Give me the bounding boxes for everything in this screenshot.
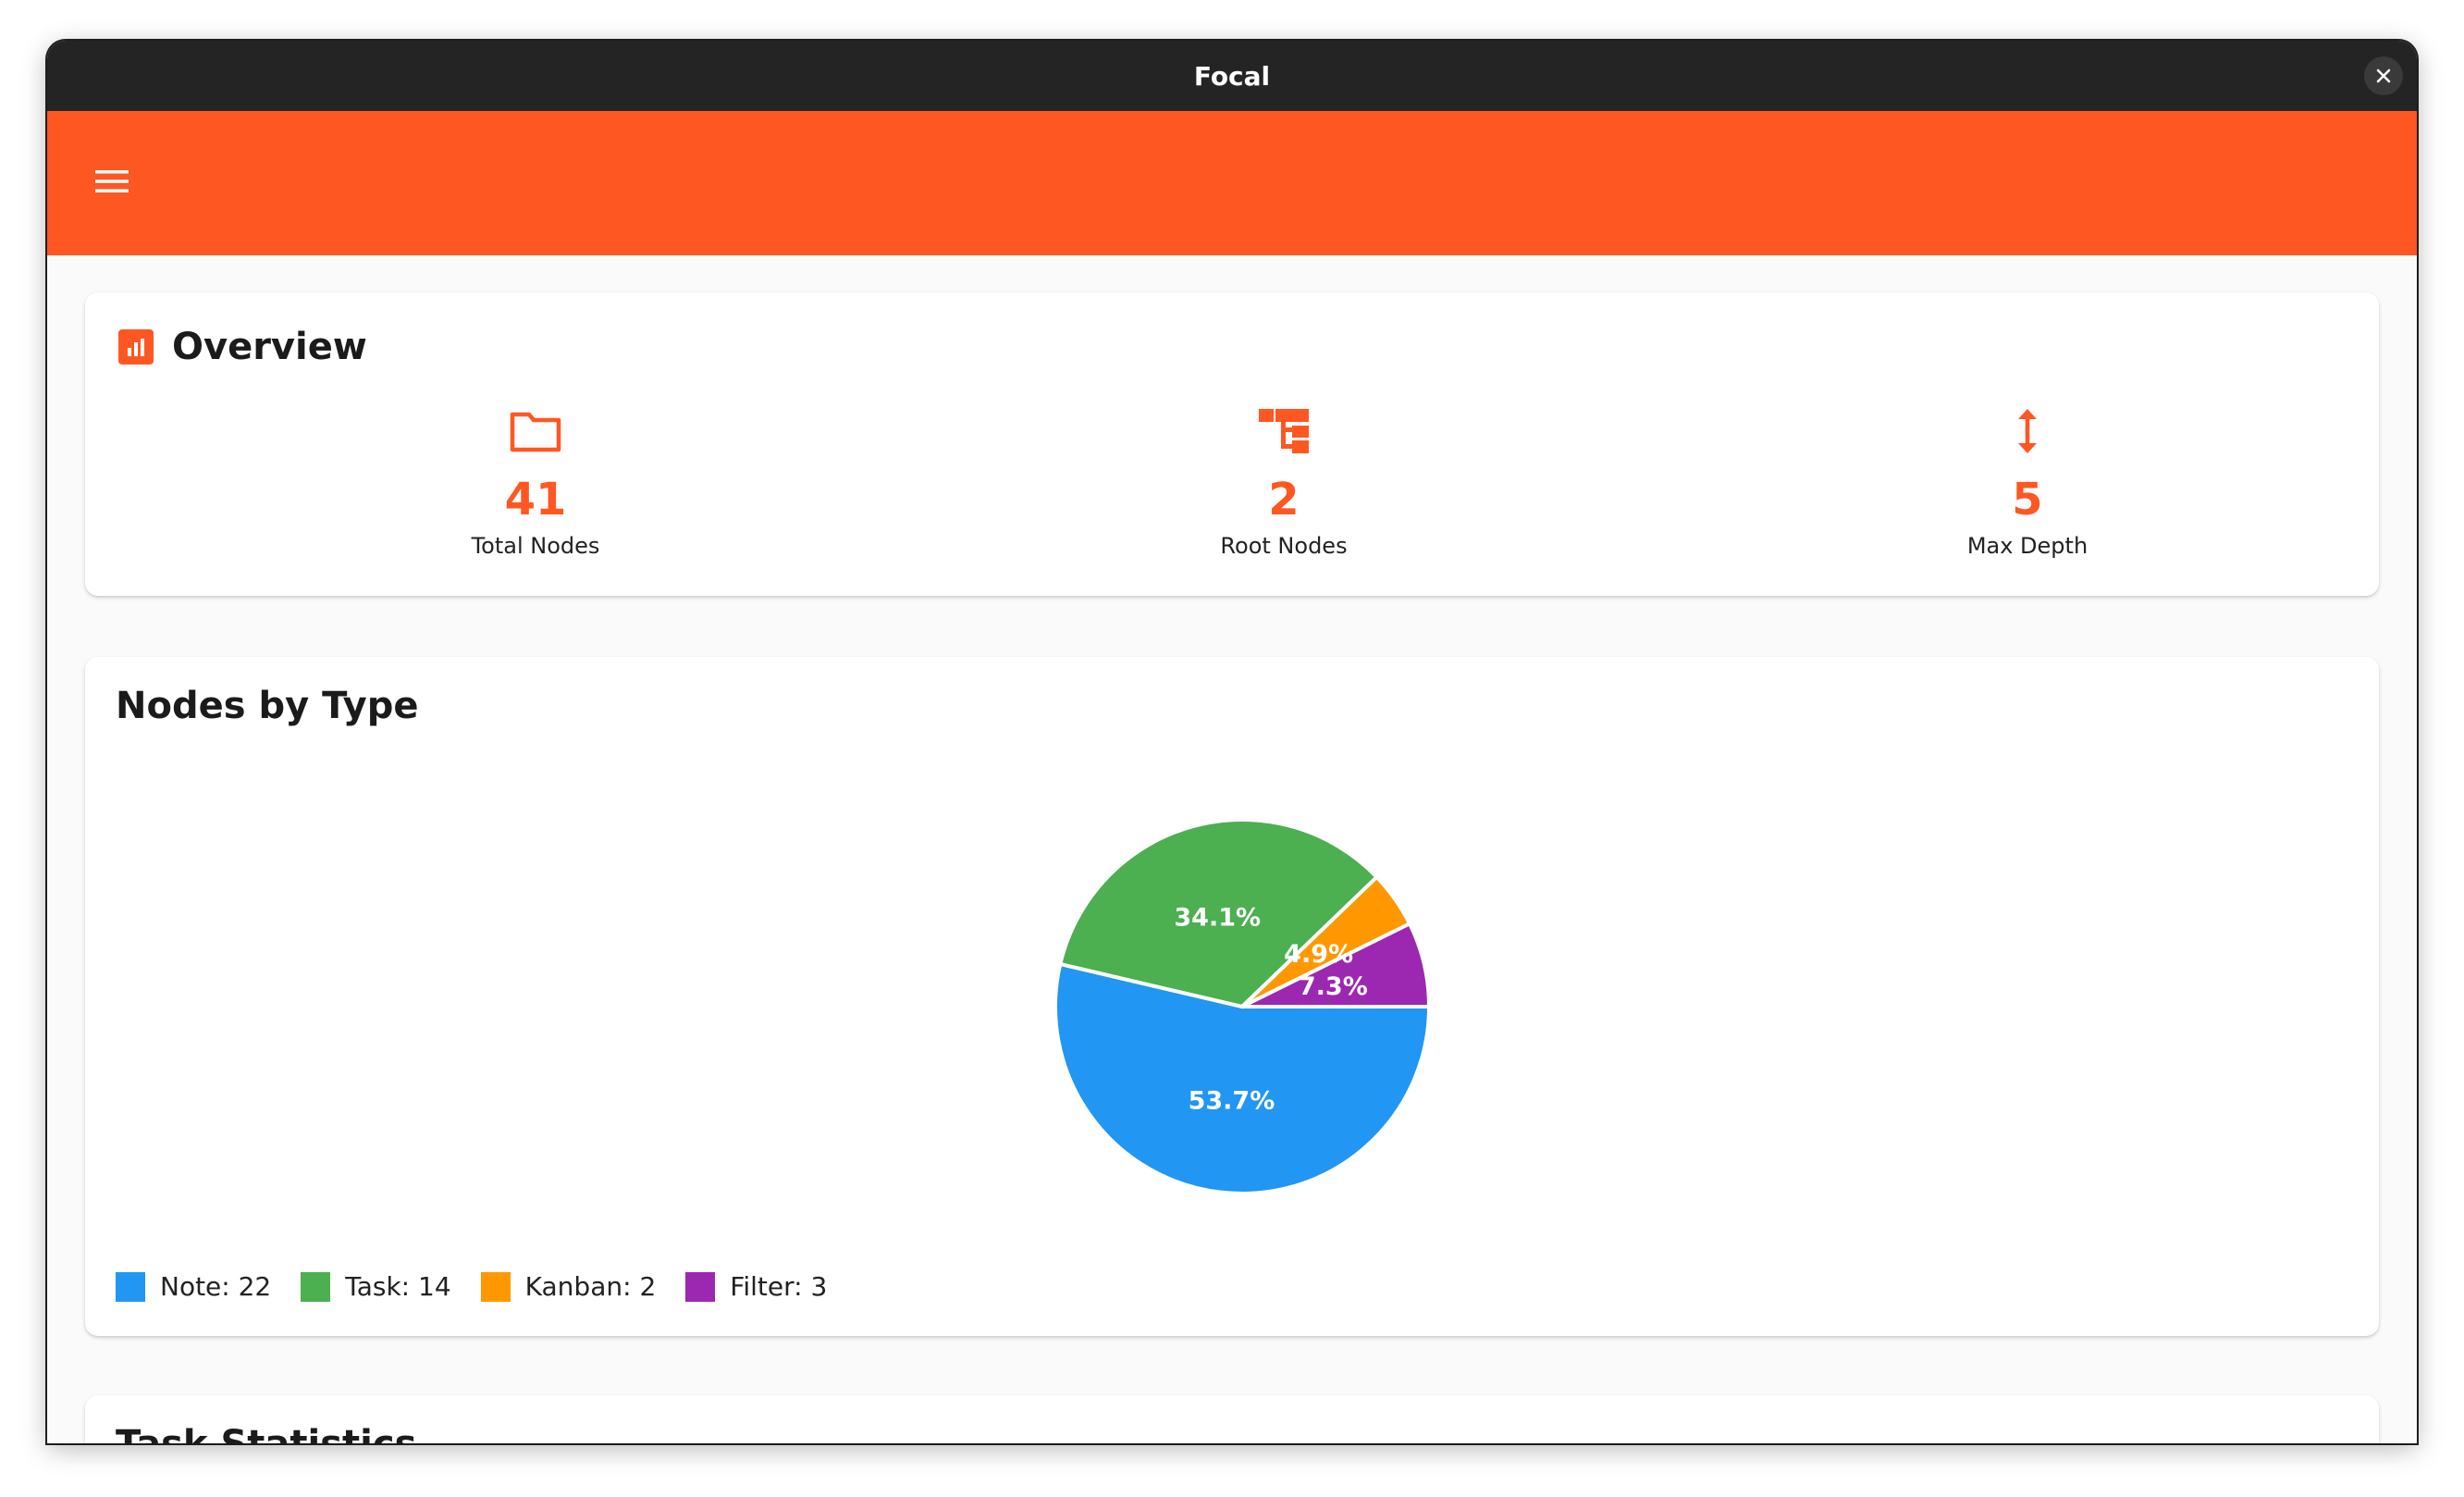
- nodes-by-type-card: Nodes by Type 53.7% 34.1% 4.9% 7.3% Note: 2…: [85, 657, 2379, 1336]
- legend-swatch-note: [116, 1271, 145, 1302]
- legend-item-kanban: Kanban: 2: [480, 1271, 657, 1302]
- total-nodes-value: 41: [504, 474, 567, 526]
- overview-title: Overview: [172, 326, 367, 368]
- task-statistics-card: Task Statistics: [85, 1395, 2379, 1443]
- app-window: Focal Overview: [47, 41, 2417, 1443]
- chart-legend: Note: 22 Task: 14 Kanban: 2 Filter: 3: [116, 1271, 856, 1302]
- legend-swatch-filter: [685, 1271, 716, 1302]
- legend-item-filter: Filter: 3: [685, 1271, 827, 1302]
- menu-button[interactable]: [82, 152, 142, 211]
- pie-slice-filter[interactable]: [1241, 921, 1432, 1008]
- window-title: Focal: [1193, 60, 1271, 92]
- pie-chart[interactable]: 53.7% 34.1% 4.9% 7.3%: [1048, 812, 1436, 1201]
- legend-item-task: Task: 14: [301, 1271, 451, 1302]
- pie-label-note: 53.7%: [1189, 1086, 1275, 1115]
- bar-chart-icon: [118, 329, 154, 365]
- account-tree-icon: [1259, 409, 1309, 453]
- legend-label-task: Task: 14: [345, 1271, 451, 1302]
- pie-label-task: 34.1%: [1174, 904, 1261, 933]
- pie-slice-note[interactable]: [1053, 961, 1432, 1195]
- overview-card: Overview 41 Total Nodes: [85, 292, 2379, 596]
- max-depth-label: Max Depth: [1966, 533, 2088, 559]
- max-depth-value: 5: [2012, 474, 2043, 526]
- nodes-by-type-title: Nodes by Type: [116, 685, 419, 727]
- overview-header: Overview: [118, 326, 367, 368]
- stat-root-nodes: 2 Root Nodes: [1145, 402, 1423, 559]
- pie-label-filter: 7.3%: [1299, 972, 1368, 1001]
- close-button[interactable]: [2364, 56, 2403, 95]
- total-nodes-label: Total Nodes: [471, 533, 600, 559]
- legend-item-note: Note: 22: [116, 1271, 271, 1302]
- legend-swatch-task: [301, 1271, 331, 1302]
- legend-label-filter: Filter: 3: [730, 1271, 828, 1302]
- pie-slice-task[interactable]: [1057, 818, 1380, 1009]
- pie-label-kanban: 4.9%: [1284, 940, 1353, 969]
- pie-chart-svg: 53.7% 34.1% 4.9% 7.3%: [1053, 818, 1432, 1195]
- legend-swatch-kanban: [480, 1271, 511, 1302]
- stat-total-nodes: 41 Total Nodes: [397, 402, 674, 559]
- task-statistics-title: Task Statistics: [116, 1423, 416, 1443]
- app-bar: [47, 111, 2417, 255]
- legend-label-kanban: Kanban: 2: [524, 1271, 657, 1302]
- dashboard-content[interactable]: Overview 41 Total Nodes: [47, 255, 2417, 1443]
- stat-max-depth: 5 Max Depth: [1889, 402, 2166, 559]
- vertical-arrows-icon: [2018, 409, 2037, 453]
- menu-icon: [95, 170, 129, 192]
- folder-icon: [510, 412, 561, 452]
- root-nodes-value: 2: [1268, 474, 1300, 526]
- close-icon: [2376, 68, 2391, 83]
- root-nodes-label: Root Nodes: [1220, 533, 1348, 559]
- title-bar: Focal: [47, 41, 2417, 111]
- legend-label-note: Note: 22: [160, 1271, 272, 1302]
